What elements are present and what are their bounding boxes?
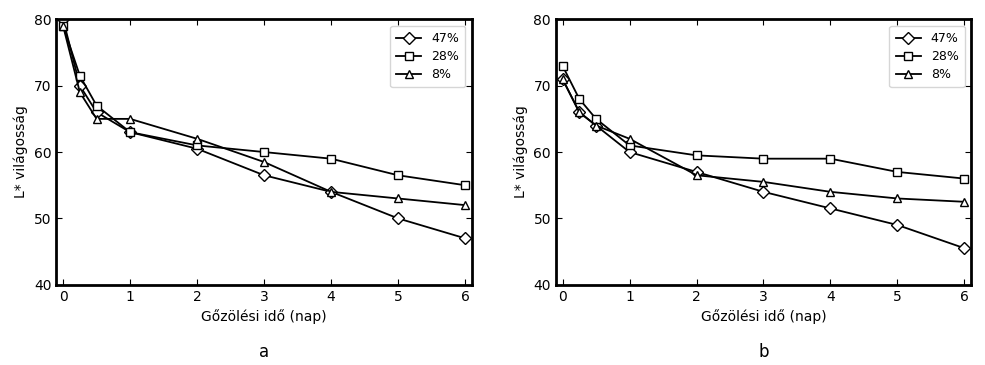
8% xyxy=(191,137,203,141)
28% xyxy=(392,173,404,177)
X-axis label: Gőzölési idő (nap): Gőzölési idő (nap) xyxy=(700,309,826,324)
47% xyxy=(573,110,585,115)
Text: b: b xyxy=(758,343,768,361)
28% xyxy=(74,74,86,78)
Line: 8%: 8% xyxy=(558,75,968,206)
Line: 8%: 8% xyxy=(59,22,469,209)
28% xyxy=(958,176,970,181)
Y-axis label: L* világosság: L* világosság xyxy=(513,105,528,199)
Line: 28%: 28% xyxy=(558,62,968,183)
47% xyxy=(891,223,903,227)
8% xyxy=(325,190,337,194)
Legend: 47%, 28%, 8%: 47%, 28%, 8% xyxy=(390,26,466,87)
Text: a: a xyxy=(259,343,269,361)
28% xyxy=(557,64,568,68)
28% xyxy=(258,150,270,154)
28% xyxy=(590,117,602,121)
28% xyxy=(57,24,69,28)
X-axis label: Gőzölési idő (nap): Gőzölési idő (nap) xyxy=(201,309,327,324)
8% xyxy=(824,190,836,194)
47% xyxy=(624,150,635,154)
47% xyxy=(325,190,337,194)
Line: 47%: 47% xyxy=(59,15,469,242)
8% xyxy=(624,137,635,141)
47% xyxy=(57,17,69,22)
47% xyxy=(191,146,203,151)
8% xyxy=(91,117,102,121)
28% xyxy=(91,103,102,108)
28% xyxy=(124,130,136,134)
28% xyxy=(891,170,903,174)
28% xyxy=(690,153,702,158)
28% xyxy=(573,97,585,101)
47% xyxy=(392,216,404,220)
47% xyxy=(74,84,86,88)
28% xyxy=(824,157,836,161)
8% xyxy=(958,200,970,204)
28% xyxy=(459,183,471,187)
Y-axis label: L* világosság: L* világosság xyxy=(14,105,29,199)
8% xyxy=(124,117,136,121)
47% xyxy=(557,77,568,81)
8% xyxy=(74,90,86,95)
28% xyxy=(757,157,769,161)
8% xyxy=(590,123,602,128)
8% xyxy=(891,196,903,201)
Line: 47%: 47% xyxy=(558,75,968,252)
Line: 28%: 28% xyxy=(59,22,469,189)
47% xyxy=(459,236,471,241)
8% xyxy=(459,203,471,207)
47% xyxy=(91,110,102,115)
28% xyxy=(191,143,203,147)
28% xyxy=(624,143,635,147)
47% xyxy=(124,130,136,134)
47% xyxy=(958,246,970,250)
47% xyxy=(824,206,836,211)
47% xyxy=(757,190,769,194)
8% xyxy=(573,110,585,115)
47% xyxy=(690,170,702,174)
8% xyxy=(392,196,404,201)
8% xyxy=(258,160,270,164)
8% xyxy=(557,77,568,81)
8% xyxy=(57,24,69,28)
47% xyxy=(258,173,270,177)
Legend: 47%, 28%, 8%: 47%, 28%, 8% xyxy=(889,26,965,87)
8% xyxy=(690,173,702,177)
28% xyxy=(325,157,337,161)
8% xyxy=(757,180,769,184)
47% xyxy=(590,123,602,128)
